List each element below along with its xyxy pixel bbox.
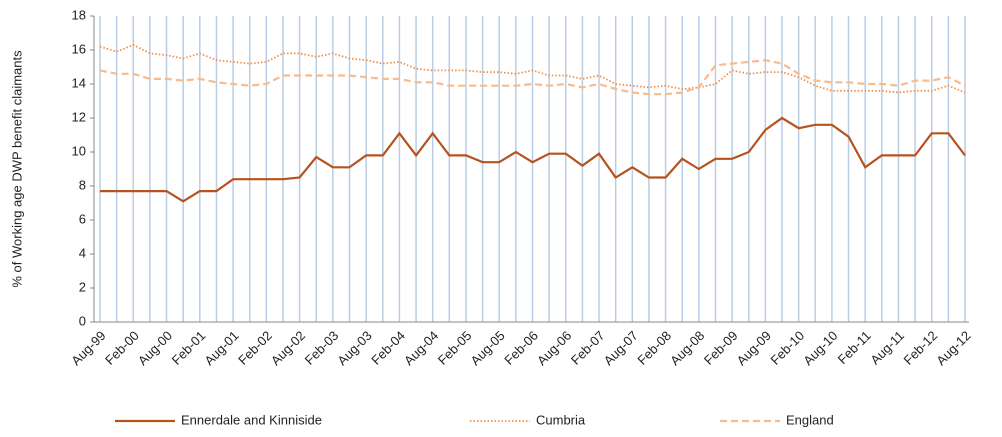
y-tick-label: 16 — [72, 41, 86, 56]
x-tick-label: Feb-09 — [701, 328, 741, 368]
x-tick-label: Aug-03 — [334, 328, 374, 368]
x-tick-label: Aug-02 — [268, 328, 308, 368]
legend-label: England — [786, 412, 834, 427]
y-axis-label: % of Working age DWP benefit claimants — [9, 50, 24, 288]
x-tick-label: Aug-01 — [201, 328, 241, 368]
y-tick-label: 10 — [72, 143, 86, 158]
y-tick-label: 14 — [72, 75, 86, 90]
series-line — [100, 116, 966, 203]
x-tick-label: Feb-00 — [102, 328, 142, 368]
x-tick-label: Feb-02 — [235, 328, 275, 368]
x-tick-label: Aug-00 — [135, 328, 175, 368]
x-tick-label: Feb-10 — [767, 328, 807, 368]
x-tick-label: Aug-09 — [734, 328, 774, 368]
x-tick-label: Aug-06 — [534, 328, 574, 368]
series-line — [99, 43, 966, 94]
x-tick-label: Aug-04 — [401, 328, 441, 368]
y-tick-label: 0 — [79, 313, 86, 328]
x-tick-label: Aug-99 — [68, 328, 108, 368]
x-tick-label: Aug-12 — [933, 328, 973, 368]
y-tick-label: 4 — [79, 245, 86, 260]
y-tick-label: 18 — [72, 7, 86, 22]
y-tick-label: 12 — [72, 109, 86, 124]
x-tick-label: Aug-07 — [601, 328, 641, 368]
x-tick-label: Aug-08 — [667, 328, 707, 368]
y-tick-label: 8 — [79, 177, 86, 192]
legend-label: Ennerdale and Kinniside — [181, 412, 322, 427]
x-tick-label: Feb-03 — [302, 328, 342, 368]
y-tick-label: 2 — [79, 279, 86, 294]
x-tick-label: Aug-10 — [800, 328, 840, 368]
y-tick-label: 6 — [79, 211, 86, 226]
x-tick-label: Feb-04 — [368, 328, 408, 368]
x-tick-label: Feb-05 — [435, 328, 475, 368]
x-tick-label: Feb-06 — [501, 328, 541, 368]
series-line — [99, 59, 966, 96]
x-tick-label: Feb-07 — [568, 328, 608, 368]
x-tick-label: Feb-11 — [835, 328, 874, 367]
legend-label: Cumbria — [536, 412, 586, 427]
x-tick-label: Feb-12 — [901, 328, 941, 368]
x-tick-label: Aug-05 — [468, 328, 508, 368]
x-tick-label: Aug-11 — [867, 328, 907, 368]
x-tick-label: Feb-01 — [169, 328, 209, 368]
x-tick-label: Feb-08 — [634, 328, 674, 368]
